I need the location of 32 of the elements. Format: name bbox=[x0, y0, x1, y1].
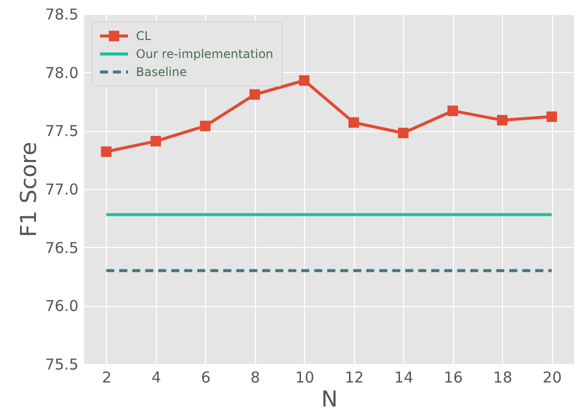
x-tick-label: 12 bbox=[344, 368, 364, 386]
point bbox=[101, 146, 112, 157]
y-axis-title: F1 Score bbox=[17, 142, 42, 238]
x-tick-label: 14 bbox=[394, 368, 414, 386]
point bbox=[299, 75, 310, 86]
y-tick-label: 78.0 bbox=[45, 64, 78, 82]
legend-label: Our re-implementation bbox=[136, 47, 274, 61]
x-tick-label: 2 bbox=[102, 368, 112, 386]
point bbox=[250, 89, 260, 100]
y-tick-label: 75.5 bbox=[45, 356, 78, 374]
point bbox=[496, 114, 508, 126]
legend-label: CL bbox=[136, 29, 152, 43]
y-tick-label: 76.0 bbox=[45, 297, 78, 316]
x-tick-label: 16 bbox=[444, 368, 463, 386]
point bbox=[447, 106, 458, 116]
y-tick-label: 77.5 bbox=[45, 122, 78, 140]
x-axis-title: N bbox=[321, 388, 338, 412]
y-tick-label: 76.5 bbox=[45, 238, 78, 257]
x-tick-label: 18 bbox=[493, 368, 512, 386]
y-tick-label: 77.0 bbox=[45, 180, 78, 198]
x-tick-label: 4 bbox=[151, 368, 162, 386]
x-tick-label: 20 bbox=[542, 368, 562, 386]
x-tick-label: 8 bbox=[250, 368, 260, 386]
point bbox=[150, 136, 162, 146]
point bbox=[398, 128, 408, 138]
point bbox=[200, 120, 211, 132]
y-tick-label: 78.5 bbox=[45, 6, 78, 24]
point bbox=[348, 117, 359, 128]
x-tick-label: 6 bbox=[200, 368, 211, 386]
legend-label: Baseline bbox=[136, 65, 187, 79]
x-tick-label: 10 bbox=[295, 368, 314, 386]
point bbox=[546, 111, 557, 122]
